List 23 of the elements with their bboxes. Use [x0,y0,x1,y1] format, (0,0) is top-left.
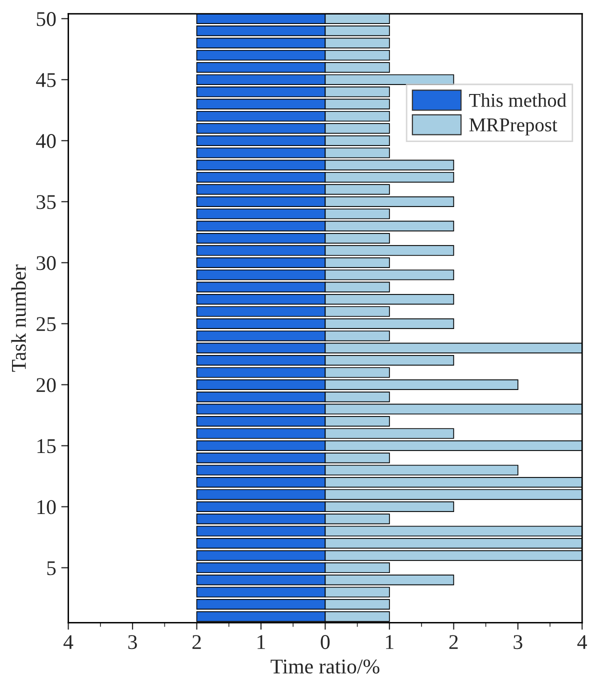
y-tick-label: 30 [36,256,56,270]
y-tick-label: 5 [47,561,56,576]
x-tick-label: 3 [128,635,137,650]
y-tick-label: 50 [36,12,56,26]
legend-label: MRPrepost [469,118,558,136]
y-tick-label: 25 [36,317,56,332]
legend-label: This method [469,93,566,107]
x-axis-title: Time ratio/% [270,659,380,674]
x-tick-label: 3 [514,635,522,650]
y-tick-label: 35 [36,195,56,210]
y-tick-label: 15 [38,439,56,454]
y-tick-label: 40 [36,134,56,148]
y-tick-label: 10 [38,500,56,514]
x-tick-label: 1 [258,635,265,649]
y-tick-label: 45 [36,73,56,88]
x-tick-label: 2 [192,635,201,649]
y-axis-title: Task number [11,264,26,372]
x-tick-label: 4 [64,635,74,649]
x-tick-label: 0 [320,635,330,650]
y-tick-label: 20 [36,378,56,392]
x-tick-label: 1 [386,635,394,649]
x-tick-label: 4 [577,635,588,649]
x-tick-label: 2 [449,635,458,649]
